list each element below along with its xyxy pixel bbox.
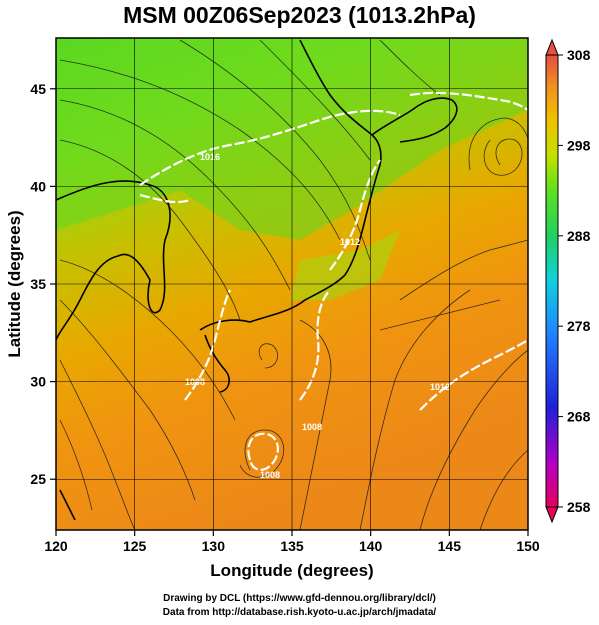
japan-honshu-coast	[199, 134, 382, 331]
colorbar-scale	[545, 54, 559, 508]
hokkaido-coast	[371, 97, 458, 143]
x-tick-label: 135	[280, 538, 304, 554]
x-axis: 120 125 130 135 140 145 150	[44, 530, 540, 554]
korea-china-coast	[56, 180, 171, 341]
contour-labels: 1016 1012 1008 1008 1012 1008	[185, 152, 450, 480]
taiwan-coast	[59, 489, 76, 521]
colorbar: 308 298 288 278 268 258	[545, 38, 591, 524]
y-tick-label: 30	[30, 374, 46, 390]
colorbar-tick-label: 288	[567, 228, 591, 244]
x-tick-label: 120	[44, 538, 68, 554]
coastlines	[56, 39, 458, 521]
y-tick-label: 45	[30, 81, 46, 97]
contour-label-5: 1012	[430, 382, 450, 392]
colorbar-max-arrow	[545, 38, 559, 56]
y-axis-title: Latitude (degrees)	[5, 210, 24, 357]
colorbar-tick-label: 298	[567, 137, 591, 153]
y-tick-label: 35	[30, 276, 46, 292]
x-tick-label: 150	[516, 538, 540, 554]
y-tick-label: 40	[30, 178, 46, 194]
x-axis-title: Longitude (degrees)	[210, 561, 373, 580]
colorbar-tick-label: 308	[567, 47, 591, 63]
map-plot-area: 1016 1012 1008 1008 1012 1008	[56, 38, 528, 530]
contour-label-6: 1008	[260, 470, 280, 480]
kyushu-coast	[204, 334, 230, 393]
contour-label-3: 1008	[185, 377, 205, 387]
contour-label-2: 1012	[340, 237, 360, 247]
map-title: MSM 00Z06Sep2023 (1013.2hPa)	[123, 2, 476, 28]
grid-lines	[56, 38, 528, 530]
credit-drawing: Drawing by DCL (https://www.gfd-dennou.o…	[163, 593, 436, 604]
streamlines	[59, 39, 528, 530]
siberia-coast	[299, 39, 373, 136]
pressure-contours	[139, 91, 528, 471]
x-tick-label: 130	[202, 538, 226, 554]
colorbar-tick-label: 268	[567, 409, 591, 425]
x-tick-label: 125	[123, 538, 147, 554]
x-tick-label: 145	[438, 538, 462, 554]
contour-label-4: 1008	[302, 422, 322, 432]
y-tick-label: 25	[30, 471, 46, 487]
credit-data-source: Data from http://database.rish.kyoto-u.a…	[162, 607, 437, 618]
japan-land-region	[290, 230, 400, 300]
contour-label-1: 1016	[200, 152, 220, 162]
y-axis: 25 30 35 40 45	[30, 81, 56, 487]
colorbar-tick-label: 278	[567, 318, 591, 334]
colorbar-tick-label: 258	[567, 499, 591, 515]
colorbar-min-arrow	[545, 506, 559, 524]
colorbar-ticks: 308 298 288 278 268 258	[558, 47, 591, 515]
x-tick-label: 140	[359, 538, 383, 554]
